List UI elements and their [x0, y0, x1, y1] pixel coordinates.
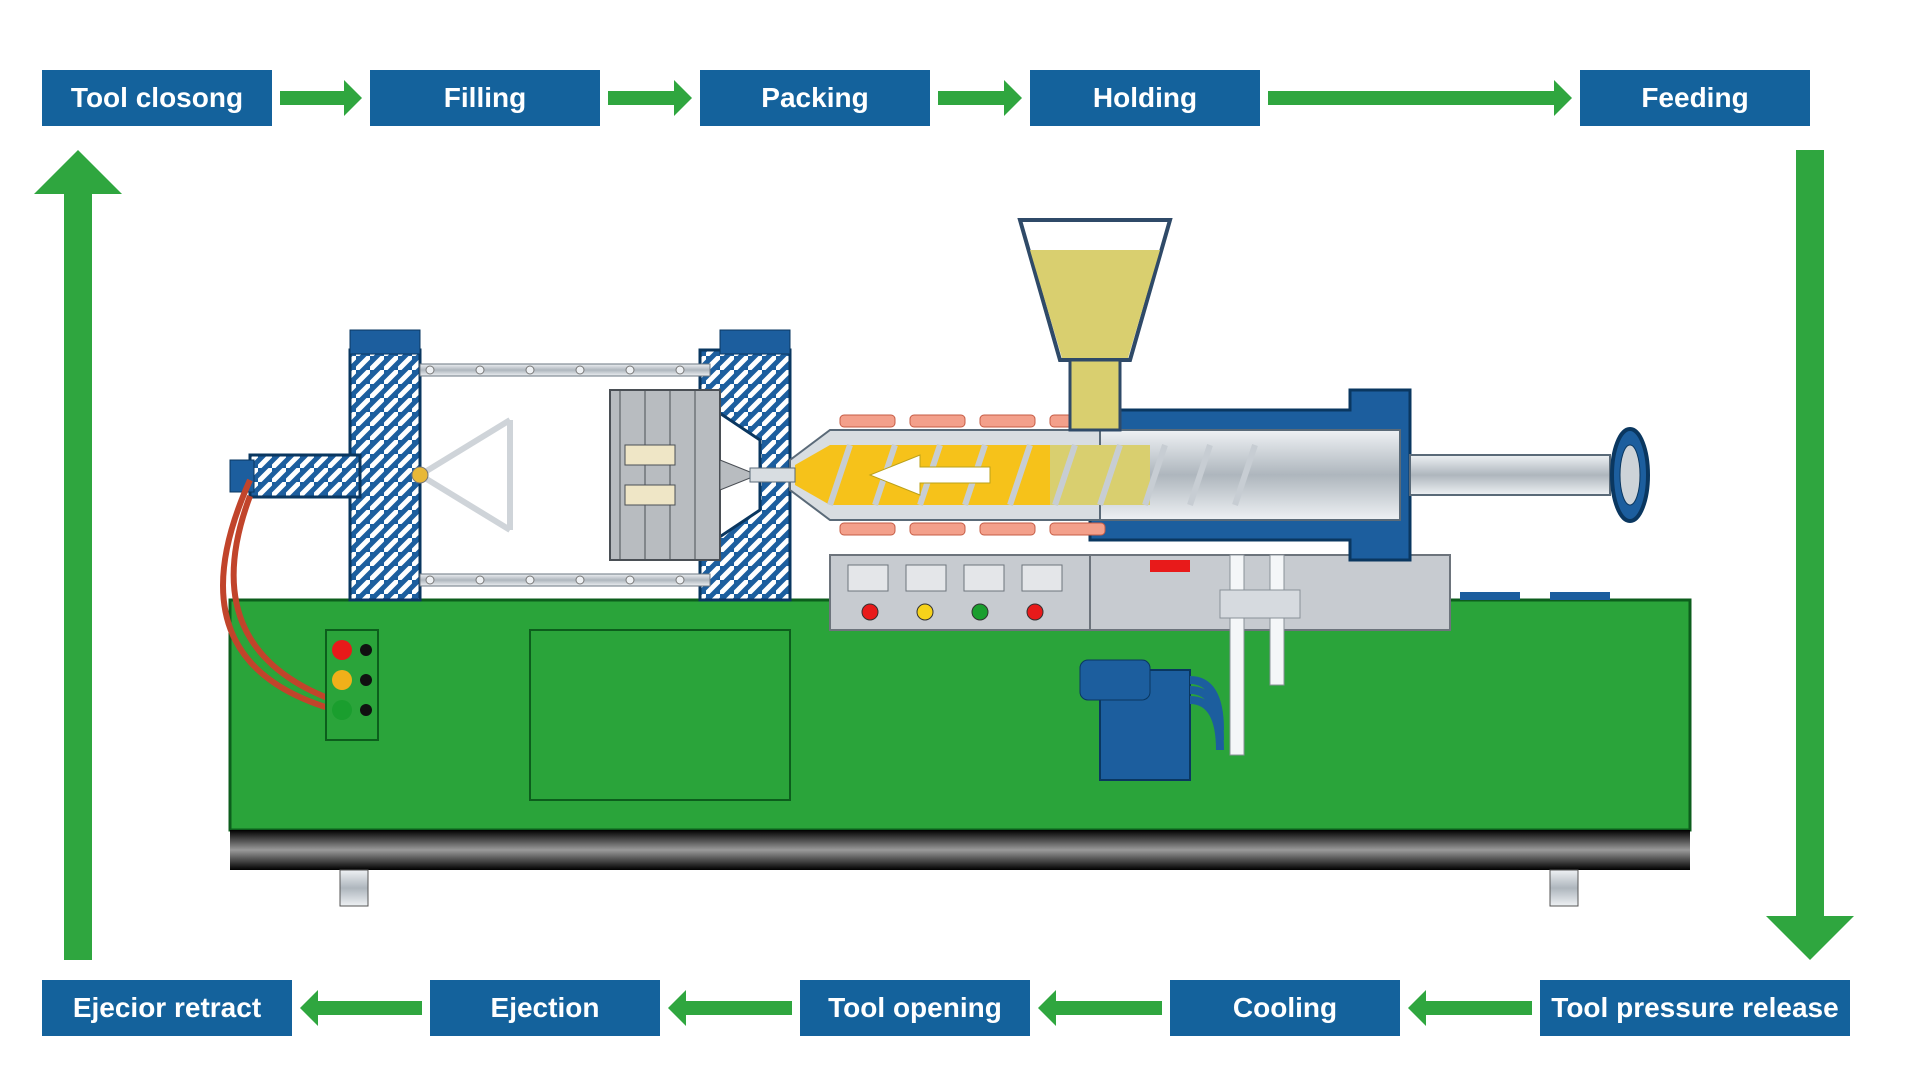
machine-leg [1550, 870, 1578, 906]
nozzle [750, 468, 795, 482]
heater-band [840, 415, 895, 427]
machine [0, 0, 1920, 1080]
panel-led [917, 604, 933, 620]
ejector-cylinder [250, 455, 360, 497]
tie-bar [420, 574, 710, 586]
diagram-stage: Tool closongFillingPackingHoldingFeeding… [0, 0, 1920, 1080]
machine-foot [230, 830, 1690, 870]
panel-led [1027, 604, 1043, 620]
machine-leg [340, 870, 368, 906]
support-rod [1230, 555, 1244, 755]
hopper-pellets [1030, 250, 1160, 358]
panel-led [862, 604, 878, 620]
tie-bar [420, 364, 710, 376]
mold [610, 390, 720, 560]
machine-base [230, 600, 1690, 830]
heater-band [910, 415, 965, 427]
panel-led [972, 604, 988, 620]
heater-band [980, 415, 1035, 427]
nozzle-seat [720, 460, 750, 490]
ram [1410, 455, 1610, 495]
